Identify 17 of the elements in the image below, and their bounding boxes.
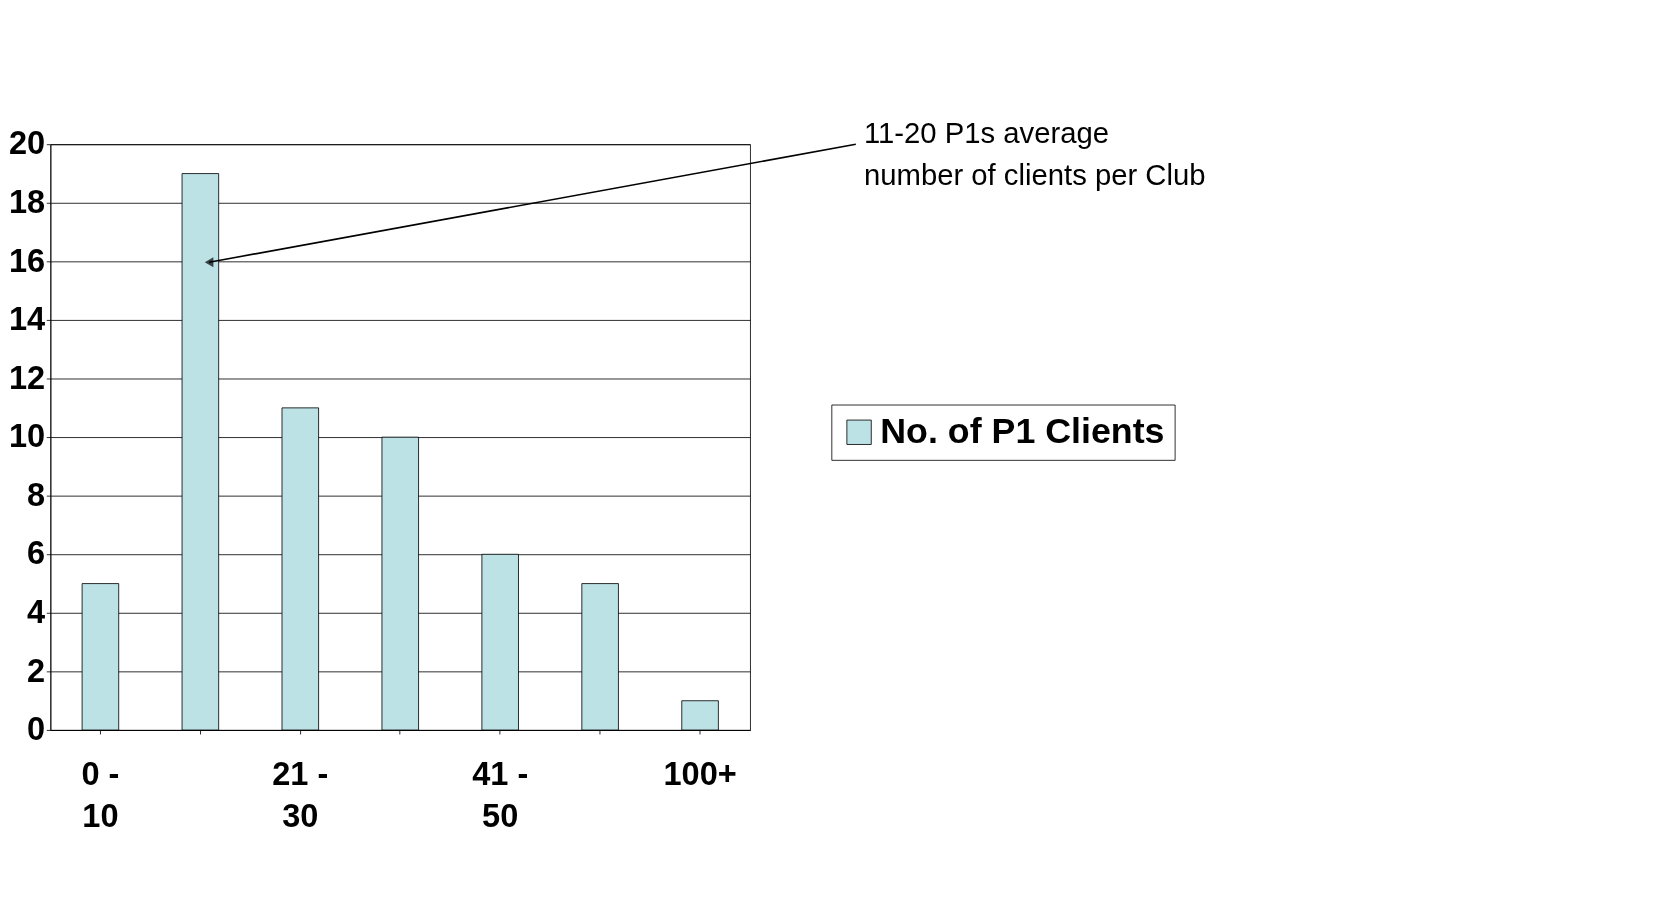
x-tick-label: 0 - 10 [81, 755, 120, 835]
y-tick-label: 16 [8, 242, 46, 279]
y-tick-label: 4 [27, 594, 46, 631]
y-tick-label: 0 [27, 711, 46, 748]
y-tick-label: 18 [8, 184, 46, 221]
y-tick-label: 10 [8, 418, 46, 455]
y-tick-label: 20 [8, 125, 46, 162]
y-tick-label: 6 [27, 535, 46, 572]
y-tick-label: 2 [27, 652, 46, 689]
x-tick-label: 41 - 50 [472, 755, 529, 835]
x-tick-label: 21 - 30 [272, 755, 329, 835]
y-tick-label: 12 [8, 359, 46, 396]
text: 11-20 P1s average number of clients per Club [863, 115, 1206, 191]
y-tick-label: 8 [27, 476, 46, 513]
legend-label: No. of P1 Clients [880, 410, 1165, 451]
y-tick-label: 14 [8, 301, 46, 338]
x-tick-label: 100+ [663, 755, 737, 792]
